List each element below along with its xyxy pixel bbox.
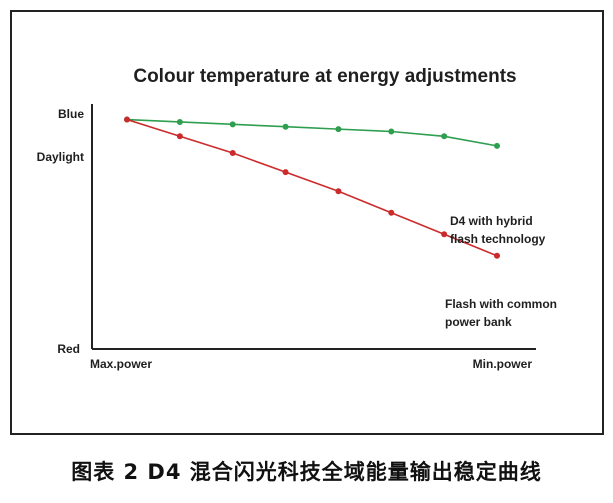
chart: Colour temperature at energy adjustments… xyxy=(37,66,557,371)
series-1-point-2 xyxy=(229,150,236,157)
series-0-point-2 xyxy=(229,121,236,128)
series-label-hybrid-line2: flash technology xyxy=(450,232,546,246)
series-1-point-0 xyxy=(124,116,130,123)
series-1-point-7 xyxy=(494,252,500,259)
series-label-hybrid-line1: D4 with hybrid xyxy=(450,214,533,228)
series-1-point-1 xyxy=(176,133,183,140)
series-1-point-3 xyxy=(282,169,289,176)
series-1-point-6 xyxy=(441,231,448,238)
series-label-common-line1: Flash with common xyxy=(445,297,557,311)
series-0-point-3 xyxy=(282,123,289,130)
x-tick-max-power: Max.power xyxy=(90,357,152,371)
series-1-point-5 xyxy=(388,209,395,216)
chart-frame xyxy=(10,10,604,435)
chart-title: Colour temperature at energy adjustments xyxy=(133,66,516,87)
y-tick-blue: Blue xyxy=(58,107,84,121)
y-tick-red: Red xyxy=(57,342,80,356)
x-tick-min-power: Min.power xyxy=(473,357,533,371)
series-line-0 xyxy=(126,118,498,147)
series-0-point-4 xyxy=(335,126,342,133)
series-line-1 xyxy=(126,118,498,257)
series-label-common-line2: power bank xyxy=(445,315,512,329)
series-0-point-7 xyxy=(494,142,500,149)
y-tick-daylight: Daylight xyxy=(37,150,84,164)
series-0-point-6 xyxy=(441,133,448,140)
series-0-point-5 xyxy=(388,128,395,135)
series-1-point-4 xyxy=(335,188,342,195)
series-0-point-1 xyxy=(176,118,183,125)
figure-caption: 图表 2 D4 混合闪光科技全域能量输出稳定曲线 xyxy=(71,460,542,484)
